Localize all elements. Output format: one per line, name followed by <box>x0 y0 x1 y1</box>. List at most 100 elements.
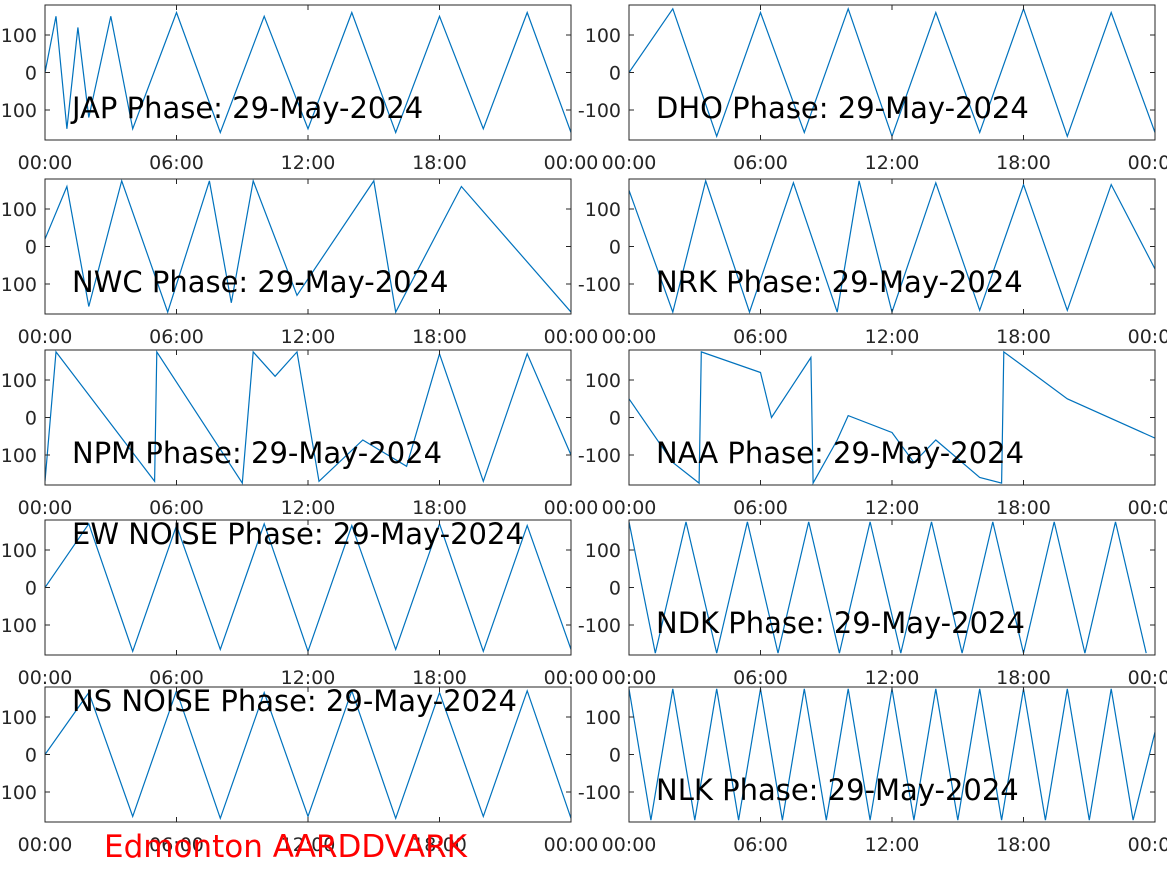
y-tick-label: 0 <box>609 408 621 430</box>
chart-panel: 100 0 -100 00:00 06:00 12:00 18:00 00:00 JAP Pha… <box>0 4 599 174</box>
x-tick-label: 00:00 <box>1128 667 1167 689</box>
y-tick-label: -100 <box>578 274 621 296</box>
x-tick-label: 06:00 <box>733 497 788 519</box>
x-tick-label: 06:00 <box>733 834 788 856</box>
x-tick-label: 00:00 <box>18 326 73 348</box>
y-tick-label: -100 <box>578 782 621 804</box>
x-tick-label: 06:00 <box>149 326 204 348</box>
y-tick-label: 100 <box>585 370 621 392</box>
y-tick-label: -100 <box>578 615 621 637</box>
panel-title: NLK Phase: 29-May-2024 <box>656 773 1019 807</box>
y-tick-label: -100 <box>0 615 37 637</box>
x-tick-label: 00:00 <box>544 834 599 856</box>
x-tick-label: 06:00 <box>733 667 788 689</box>
panel-title: JAP Phase: 29-May-2024 <box>70 91 423 125</box>
x-tick-label: 18:00 <box>996 326 1051 348</box>
x-tick-label: 00:00 <box>1128 834 1167 856</box>
y-tick-label: -100 <box>578 445 621 467</box>
y-tick-label: 100 <box>1 25 37 47</box>
y-tick-label: 100 <box>1 540 37 562</box>
phase-series-line <box>45 688 571 821</box>
y-tick-label: 0 <box>609 237 621 259</box>
chart-panel: 100 0 -100 00:00 06:00 12:00 18:00 00:00 EW NOIS… <box>0 517 598 689</box>
x-tick-label: 12:00 <box>865 152 920 174</box>
x-tick-label: 00:00 <box>544 326 599 348</box>
y-tick-label: 100 <box>585 707 621 729</box>
y-tick-label: 0 <box>25 745 37 767</box>
panel-title: NPM Phase: 29-May-2024 <box>72 436 442 470</box>
y-tick-label: 100 <box>585 199 621 221</box>
phase-series-line <box>629 521 1147 654</box>
x-tick-label: 18:00 <box>996 497 1051 519</box>
chart-panel: 100 0 -100 00:00 06:00 12:00 18:00 00:00 NPM Pha… <box>0 349 599 519</box>
x-tick-label: 12:00 <box>281 152 336 174</box>
chart-panel: 100 0 -100 00:00 06:00 12:00 18:00 00:00 NRK Pha… <box>578 178 1167 348</box>
x-tick-label: 12:00 <box>281 326 336 348</box>
x-tick-label: 00:00 <box>1128 152 1167 174</box>
x-tick-label: 00:00 <box>18 667 73 689</box>
chart-panel: 100 0 -100 00:00 06:00 12:00 18:00 00:00 NWC Pha… <box>0 178 599 348</box>
x-tick-label: 00:00 <box>602 152 657 174</box>
x-tick-label: 12:00 <box>865 497 920 519</box>
x-tick-label: 12:00 <box>865 834 920 856</box>
x-tick-label: 00:00 <box>602 667 657 689</box>
y-tick-label: 0 <box>25 237 37 259</box>
y-tick-label: -100 <box>0 100 37 122</box>
y-tick-label: 100 <box>585 540 621 562</box>
panel-title: NS NOISE Phase: 29-May-2024 <box>72 684 517 718</box>
chart-panel: 100 0 -100 00:00 06:00 12:00 18:00 00:00 NAA Pha… <box>578 349 1167 519</box>
x-tick-label: 18:00 <box>412 497 467 519</box>
panel-title: DHO Phase: 29-May-2024 <box>656 91 1029 125</box>
x-tick-label: 18:00 <box>412 152 467 174</box>
y-tick-label: 100 <box>585 25 621 47</box>
phase-series-line <box>45 179 571 314</box>
x-tick-label: 06:00 <box>149 152 204 174</box>
y-tick-label: 0 <box>25 578 37 600</box>
y-tick-label: -100 <box>0 274 37 296</box>
x-tick-label: 06:00 <box>733 152 788 174</box>
x-tick-label: 06:00 <box>733 326 788 348</box>
x-tick-label: 12:00 <box>865 667 920 689</box>
x-tick-label: 06:00 <box>149 667 204 689</box>
y-tick-label: 0 <box>25 408 37 430</box>
x-tick-label: 18:00 <box>996 667 1051 689</box>
x-tick-label: 18:00 <box>996 152 1051 174</box>
x-tick-label: 00:00 <box>602 326 657 348</box>
phase-series-line <box>45 10 571 135</box>
x-tick-label: 18:00 <box>996 834 1051 856</box>
x-tick-label: 00:00 <box>1128 326 1167 348</box>
chart-panel: 100 0 -100 00:00 06:00 12:00 18:00 00:00 NDK Pha… <box>578 519 1167 689</box>
x-tick-label: 12:00 <box>865 326 920 348</box>
x-tick-label: 06:00 <box>149 497 204 519</box>
y-tick-label: 0 <box>609 745 621 767</box>
panel-title: NDK Phase: 29-May-2024 <box>656 606 1025 640</box>
chart-panel: 100 0 -100 00:00 06:00 12:00 18:00 00:00 NS NOIS… <box>0 684 598 856</box>
y-tick-label: 100 <box>1 199 37 221</box>
y-tick-label: 100 <box>1 707 37 729</box>
x-tick-label: 00:00 <box>544 152 599 174</box>
phase-series-line <box>45 350 571 485</box>
panel-title: NWC Phase: 29-May-2024 <box>72 265 449 299</box>
x-tick-label: 12:00 <box>281 497 336 519</box>
panel-title: NRK Phase: 29-May-2024 <box>656 265 1023 299</box>
phase-series-line <box>629 179 1155 314</box>
y-tick-label: 0 <box>609 578 621 600</box>
x-tick-label: 18:00 <box>412 326 467 348</box>
y-tick-label: 100 <box>1 370 37 392</box>
x-tick-label: 06:00 <box>149 834 204 856</box>
station-footer: Edmonton AARDDVARK <box>104 829 468 865</box>
x-tick-label: 18:00 <box>412 834 467 856</box>
x-tick-label: 12:00 <box>281 834 336 856</box>
y-tick-label: 0 <box>25 63 37 85</box>
x-tick-label: 00:00 <box>1128 497 1167 519</box>
x-tick-label: 00:00 <box>18 152 73 174</box>
y-tick-label: 0 <box>609 63 621 85</box>
y-tick-label: -100 <box>0 445 37 467</box>
x-tick-label: 00:00 <box>602 497 657 519</box>
chart-panel: 100 0 -100 00:00 06:00 12:00 18:00 00:00 DHO Pha… <box>578 4 1167 174</box>
x-tick-label: 00:00 <box>544 497 599 519</box>
panel-title: EW NOISE Phase: 29-May-2024 <box>72 517 524 551</box>
x-tick-label: 00:00 <box>544 667 599 689</box>
y-tick-label: -100 <box>578 100 621 122</box>
